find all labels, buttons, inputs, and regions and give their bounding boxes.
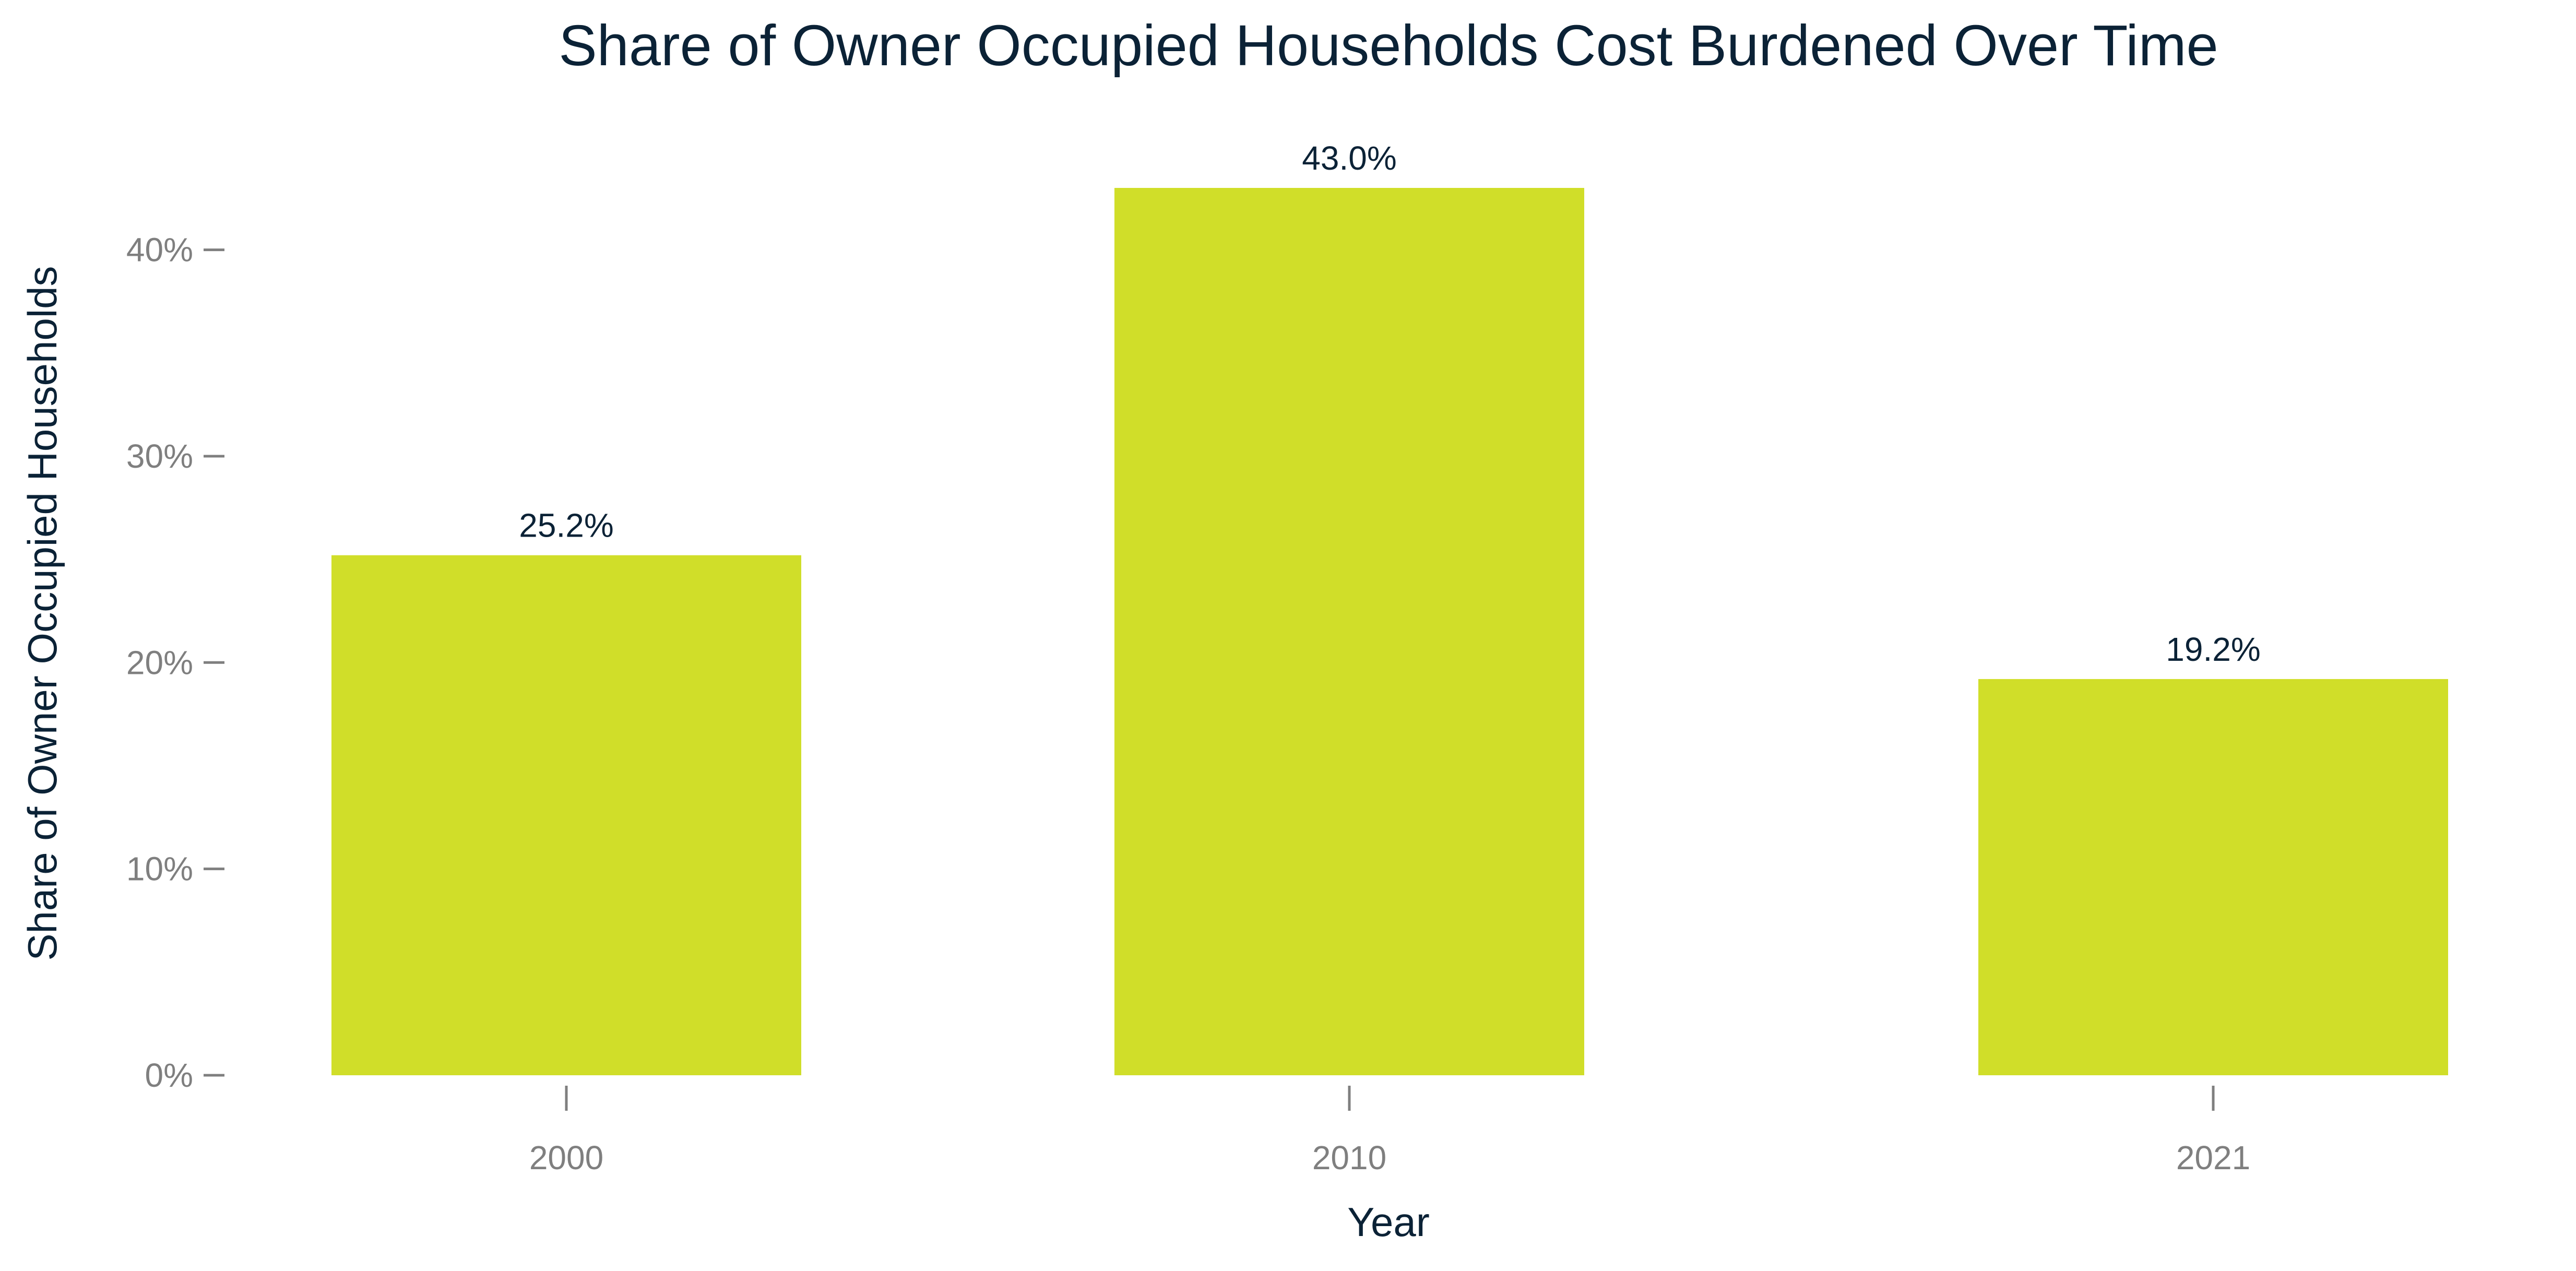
data-label-2021: 19.2%	[2166, 631, 2260, 668]
x-axis-title: Year	[1347, 1199, 1430, 1245]
data-labels: 25.2% 43.0% 19.2%	[519, 139, 2260, 668]
y-tick-label: 10%	[126, 850, 193, 888]
data-label-2010: 43.0%	[1302, 139, 1396, 177]
chart-title: Share of Owner Occupied Households Cost …	[559, 14, 2218, 78]
y-axis: 0% 10% 20% 30% 40%	[126, 231, 224, 1094]
y-axis-title: Share of Owner Occupied Households	[19, 266, 65, 960]
x-tick-label: 2010	[1312, 1139, 1386, 1177]
y-tick-label: 20%	[126, 644, 193, 681]
bar-2021	[1978, 679, 2448, 1075]
bar-series	[331, 188, 2448, 1075]
data-label-2000: 25.2%	[519, 507, 613, 544]
y-tick-label: 30%	[126, 437, 193, 475]
y-tick-label: 0%	[145, 1056, 194, 1094]
bar-2010	[1114, 188, 1584, 1075]
x-axis: 2000 2010 2021	[529, 1086, 2250, 1177]
bar-2000	[331, 555, 801, 1075]
y-tick-label: 40%	[126, 231, 193, 269]
x-tick-label: 2021	[2176, 1139, 2250, 1177]
x-tick-label: 2000	[529, 1139, 603, 1177]
